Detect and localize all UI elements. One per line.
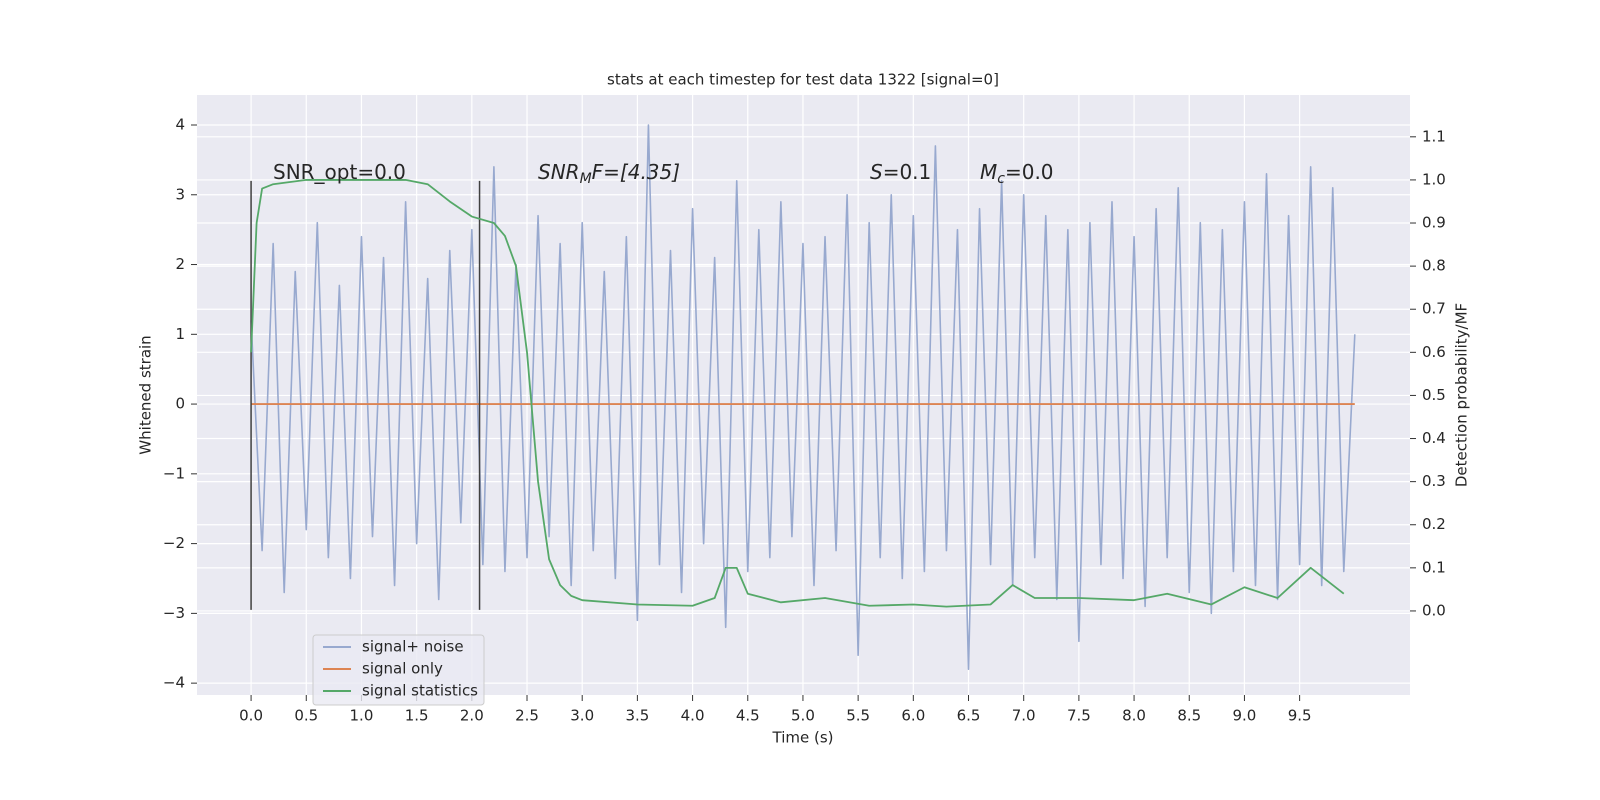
y2-tick-label: 1.0 [1422, 170, 1446, 188]
y2-tick-label: 0.4 [1422, 429, 1446, 447]
y2-tick-label: 0.0 [1422, 601, 1446, 619]
y-tick-label: −3 [163, 604, 185, 622]
y-axis-label: Whitened strain [137, 335, 155, 454]
annotation-part: SNR_opt=0.0 [273, 160, 406, 184]
y-tick-label: 1 [175, 325, 185, 343]
y-tick-label: 0 [175, 395, 185, 413]
x-tick-label: 0.0 [239, 707, 263, 725]
x-tick-label: 7.5 [1067, 707, 1091, 725]
legend-box [312, 634, 485, 706]
annotation-part: SNR [538, 160, 580, 184]
annotation-part: =0.1 [883, 160, 932, 184]
x-tick-label: 7.0 [1012, 707, 1036, 725]
annotation-part: M [980, 160, 997, 184]
chart-title: stats at each timestep for test data 132… [607, 71, 999, 89]
x-tick-label: 3.5 [625, 707, 649, 725]
x-tick-label: 6.0 [901, 707, 925, 725]
x-tick-label: 4.5 [736, 707, 760, 725]
x-axis-label: Time (s) [772, 729, 834, 747]
y2-tick-label: 0.9 [1422, 214, 1446, 232]
y2-tick-label: 0.7 [1422, 300, 1446, 318]
y-tick-label: 4 [175, 116, 185, 134]
series-line [250, 124, 1356, 670]
x-tick-label: 5.5 [846, 707, 870, 725]
annotation-part: F=[4.35] [592, 160, 680, 184]
y2-tick-label: 0.3 [1422, 472, 1446, 490]
y2-tick-label: 0.2 [1422, 515, 1446, 533]
y-tick-label: 2 [175, 255, 185, 273]
x-tick-label: 4.0 [681, 707, 705, 725]
annotation: SNR_opt=0.0 [273, 160, 406, 184]
annotation-part: c [997, 171, 1005, 187]
y2-axis-label: Detection probability/MF [1453, 303, 1471, 487]
x-tick-label: 1.0 [350, 707, 374, 725]
x-tick-label: 8.5 [1177, 707, 1201, 725]
legend-label: signal+ noise [362, 638, 464, 656]
y-tick-label: −1 [163, 464, 185, 482]
y-tick-label: −2 [163, 534, 185, 552]
x-tick-label: 9.0 [1233, 707, 1257, 725]
x-tick-label: 0.5 [294, 707, 318, 725]
annotation-part: =0.0 [1005, 160, 1054, 184]
y2-tick-label: 0.6 [1422, 343, 1446, 361]
x-tick-label: 6.5 [957, 707, 981, 725]
annotation-part: M [580, 171, 592, 187]
annotation: S=0.1 [870, 160, 931, 184]
y2-tick-label: 0.5 [1422, 386, 1446, 404]
annotation-part: S [870, 160, 883, 184]
legend-label: signal only [362, 660, 443, 678]
y-tick-label: 3 [175, 185, 185, 203]
x-tick-label: 2.0 [460, 707, 484, 725]
y2-tick-label: 0.1 [1422, 558, 1446, 576]
annotation: Mc=0.0 [980, 160, 1054, 188]
annotation: SNRMF=[4.35] [538, 160, 680, 188]
x-tick-label: 3.0 [570, 707, 594, 725]
x-tick-label: 2.5 [515, 707, 539, 725]
y2-tick-label: 1.1 [1422, 127, 1446, 145]
x-tick-label: 5.0 [791, 707, 815, 725]
legend-label: signal statistics [362, 682, 478, 700]
y-tick-label: −4 [163, 674, 185, 692]
x-tick-label: 9.5 [1288, 707, 1312, 725]
x-tick-label: 1.5 [405, 707, 429, 725]
x-tick-label: 8.0 [1122, 707, 1146, 725]
y2-tick-label: 0.8 [1422, 257, 1446, 275]
series-line [250, 179, 1345, 608]
